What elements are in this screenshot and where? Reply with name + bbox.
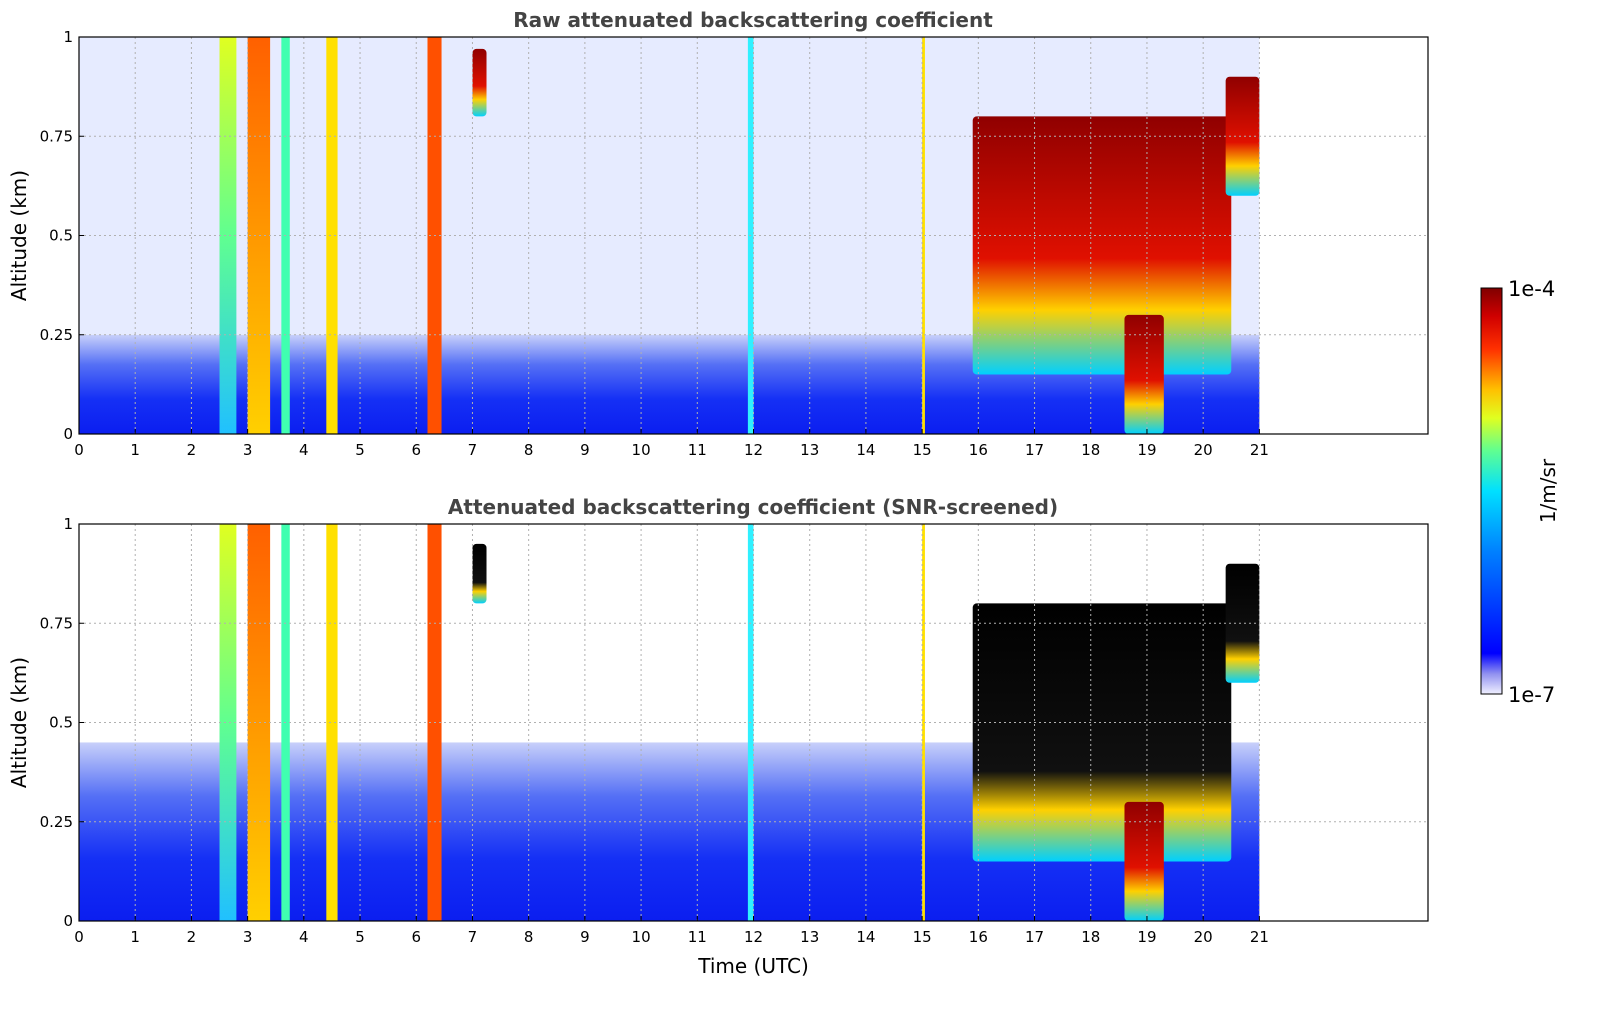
x-tick-label-6: 6 — [411, 928, 421, 946]
y-tick-label-4: 1 — [63, 515, 73, 533]
y-tick-label-0: 0 — [63, 912, 73, 930]
x-tick-label-11: 11 — [688, 441, 707, 459]
y-tick-label-1: 0.25 — [40, 326, 73, 344]
x-tick-label-4: 4 — [299, 928, 309, 946]
x-tick-label-1: 1 — [130, 928, 140, 946]
x-tick-label-13: 13 — [800, 441, 819, 459]
x-tick-label-13: 13 — [800, 928, 819, 946]
vertical-streak-6 — [922, 37, 925, 434]
x-tick-label-9: 9 — [580, 928, 590, 946]
screened-backscatter-panel: 0 1 2 3 4 5 6 7 8 9 10 11 12 13 14 15 16 17 18 19 20 2100.250… — [7, 495, 1429, 978]
x-tick-label-11: 11 — [688, 928, 707, 946]
x-tick-label-12: 12 — [744, 928, 763, 946]
cloud-patch-0 — [472, 48, 487, 117]
x-tick-label-6: 6 — [411, 441, 421, 459]
y-tick-label-3: 0.75 — [40, 614, 73, 632]
x-tick-label-21: 21 — [1250, 928, 1269, 946]
y-tick-label-0: 0 — [63, 425, 73, 443]
x-tick-label-19: 19 — [1137, 441, 1156, 459]
colorbar: 1e-4 1e-7 1/m/sr — [1480, 277, 1560, 707]
x-tick-label-2: 2 — [187, 441, 197, 459]
panel-title: Raw attenuated backscattering coefficien… — [513, 8, 993, 32]
x-tick-label-10: 10 — [632, 928, 651, 946]
cloud-patch-2 — [1124, 801, 1164, 921]
x-tick-label-2: 2 — [187, 928, 197, 946]
cloud-patch-3 — [1225, 563, 1260, 683]
cloud-patch-1 — [972, 116, 1232, 375]
x-tick-label-15: 15 — [913, 441, 932, 459]
x-tick-label-18: 18 — [1081, 928, 1100, 946]
colorbar-min-label: 1e-7 — [1508, 683, 1555, 707]
x-tick-label-3: 3 — [243, 928, 253, 946]
x-tick-label-0: 0 — [74, 441, 84, 459]
x-tick-label-5: 5 — [355, 928, 365, 946]
x-tick-label-5: 5 — [355, 441, 365, 459]
y-tick-label-2: 0.5 — [49, 714, 73, 732]
x-tick-label-19: 19 — [1137, 928, 1156, 946]
x-tick-label-4: 4 — [299, 441, 309, 459]
x-tick-label-20: 20 — [1194, 928, 1213, 946]
x-tick-label-12: 12 — [744, 441, 763, 459]
x-tick-label-7: 7 — [468, 441, 478, 459]
x-tick-label-1: 1 — [130, 441, 140, 459]
y-tick-label-1: 0.25 — [40, 813, 73, 831]
y-tick-label-4: 1 — [63, 28, 73, 46]
x-tick-label-14: 14 — [856, 928, 875, 946]
x-tick-label-3: 3 — [243, 441, 253, 459]
colorbar-max-label: 1e-4 — [1508, 277, 1555, 301]
vertical-streak-0 — [219, 524, 237, 921]
x-tick-label-9: 9 — [580, 441, 590, 459]
x-tick-label-16: 16 — [969, 441, 988, 459]
x-tick-label-20: 20 — [1194, 441, 1213, 459]
cloud-patch-3 — [1225, 76, 1260, 196]
x-axis-label: Time (UTC) — [697, 954, 809, 978]
x-tick-label-17: 17 — [1025, 928, 1044, 946]
vertical-streak-0 — [219, 37, 237, 434]
x-tick-label-16: 16 — [969, 928, 988, 946]
x-tick-label-7: 7 — [468, 928, 478, 946]
colorbar-gradient — [1480, 287, 1503, 695]
x-tick-label-18: 18 — [1081, 441, 1100, 459]
cloud-patch-1 — [972, 603, 1232, 862]
x-tick-label-8: 8 — [524, 441, 534, 459]
vertical-streak-6 — [922, 524, 925, 921]
y-axis-label: Altitude (km) — [7, 170, 31, 301]
x-tick-label-21: 21 — [1250, 441, 1269, 459]
cloud-patch-2 — [1124, 314, 1164, 434]
cloud-patch-0 — [472, 543, 487, 604]
x-tick-label-17: 17 — [1025, 441, 1044, 459]
y-axis-label: Altitude (km) — [7, 657, 31, 788]
vertical-streak-3 — [326, 524, 338, 921]
vertical-streak-3 — [326, 37, 338, 434]
y-tick-label-3: 0.75 — [40, 127, 73, 145]
x-tick-label-0: 0 — [74, 928, 84, 946]
x-tick-label-10: 10 — [632, 441, 651, 459]
x-tick-label-14: 14 — [856, 441, 875, 459]
x-tick-label-15: 15 — [913, 928, 932, 946]
y-tick-label-2: 0.5 — [49, 227, 73, 245]
panel-title: Attenuated backscattering coefficient (S… — [448, 495, 1058, 519]
raw-backscatter-panel: 0 1 2 3 4 5 6 7 8 9 10 11 12 13 14 15 16 17 18 19 20 2100.250… — [7, 8, 1429, 459]
x-tick-label-8: 8 — [524, 928, 534, 946]
colorbar-unit-label: 1/m/sr — [1536, 458, 1560, 523]
